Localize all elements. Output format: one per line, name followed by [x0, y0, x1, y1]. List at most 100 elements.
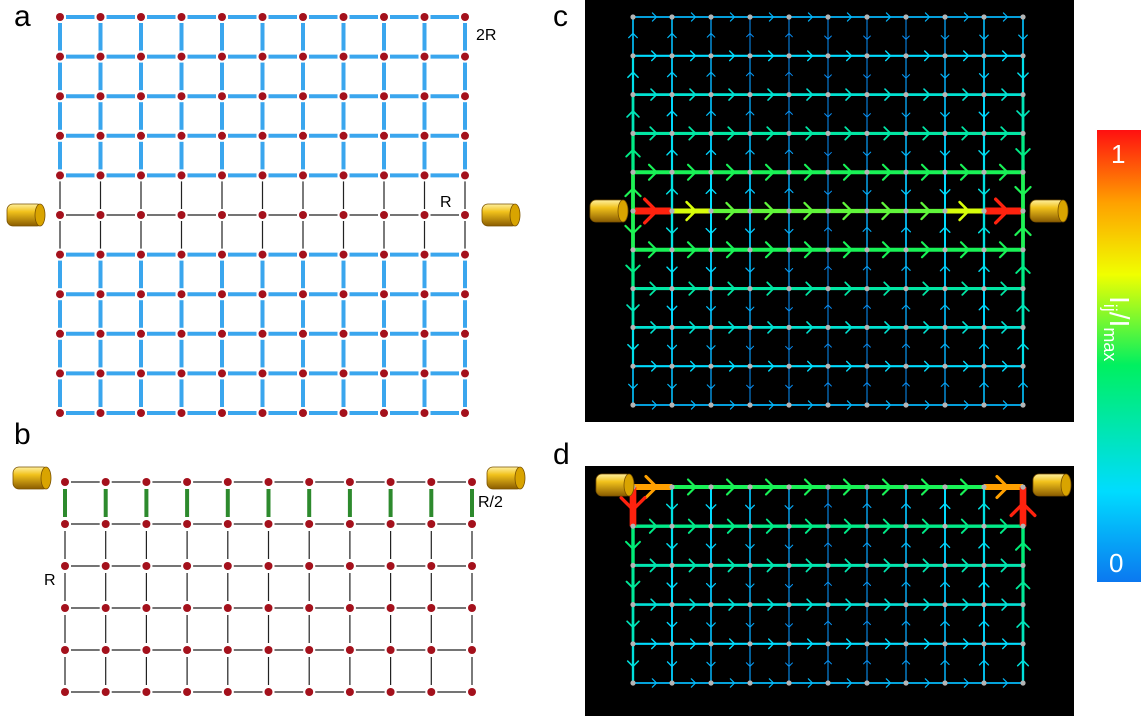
- current-arrow: [901, 541, 911, 548]
- electrodes: [6, 199, 1072, 497]
- current-arrow: [939, 541, 951, 549]
- node: [747, 14, 753, 20]
- node: [825, 92, 831, 98]
- current-arrow: [746, 32, 754, 38]
- current-arrow: [807, 678, 814, 688]
- current-arrow: [686, 241, 698, 259]
- current-arrow: [768, 678, 775, 688]
- node: [669, 14, 675, 20]
- current-arrow: [1002, 50, 1009, 62]
- current-arrow: [824, 35, 832, 41]
- current-arrow: [729, 360, 736, 372]
- current-arrow: [725, 478, 737, 496]
- current-arrow: [977, 226, 991, 234]
- node: [825, 562, 831, 569]
- node: [981, 363, 987, 369]
- node: [864, 324, 870, 330]
- node: [630, 523, 636, 529]
- node: [299, 131, 307, 140]
- node: [630, 247, 636, 253]
- node: [981, 169, 987, 175]
- current-arrow: [628, 383, 638, 390]
- node: [1020, 208, 1026, 214]
- node: [864, 53, 870, 59]
- current-arrow: [923, 88, 931, 101]
- node: [981, 324, 987, 330]
- node: [183, 562, 192, 570]
- node: [1020, 484, 1026, 490]
- node: [305, 646, 314, 654]
- node: [101, 688, 110, 696]
- current-arrow: [922, 281, 931, 296]
- panel-label-c: c: [553, 0, 568, 33]
- node: [1020, 53, 1026, 59]
- node: [864, 208, 870, 214]
- node: [903, 363, 909, 369]
- node: [305, 562, 314, 570]
- current-arrow: [745, 662, 755, 668]
- node: [380, 13, 388, 21]
- current-arrow: [978, 150, 990, 157]
- node: [669, 602, 675, 608]
- current-arrow: [881, 163, 893, 181]
- current-arrow: [999, 518, 1009, 534]
- node: [177, 369, 186, 378]
- current-arrow: [745, 504, 755, 511]
- node: [339, 290, 348, 299]
- node: [142, 646, 151, 654]
- current-arrow: [963, 50, 970, 62]
- current-arrow: [824, 581, 832, 586]
- node: [630, 324, 636, 330]
- current-arrow: [842, 241, 854, 259]
- electrode: [1032, 473, 1072, 497]
- node: [305, 520, 314, 528]
- node: [96, 171, 105, 180]
- current-arrow: [807, 12, 814, 22]
- node: [305, 604, 314, 612]
- current-arrow: [728, 321, 736, 334]
- colorbar-title: Iij/Imax: [1100, 296, 1135, 361]
- node: [223, 562, 232, 570]
- node: [339, 369, 348, 378]
- current-arrow: [1016, 303, 1030, 312]
- current-arrow: [785, 307, 793, 312]
- current-arrow: [939, 265, 951, 272]
- node: [142, 562, 151, 570]
- node: [258, 329, 267, 338]
- current-arrow: [844, 558, 853, 573]
- current-arrow: [648, 518, 658, 534]
- current-arrow: [803, 163, 815, 181]
- current-arrow: [745, 583, 755, 589]
- current-arrow: [824, 502, 832, 508]
- current-arrow: [1017, 342, 1029, 350]
- node: [218, 250, 226, 259]
- current-arrow: [785, 384, 793, 390]
- current-arrow: [647, 241, 659, 259]
- current-arrow: [706, 384, 716, 390]
- node: [101, 562, 110, 570]
- node: [461, 369, 469, 378]
- node: [56, 13, 64, 21]
- electrode: [1029, 199, 1069, 223]
- node: [461, 409, 469, 417]
- current-arrow: [706, 661, 716, 668]
- current-arrow: [884, 88, 892, 101]
- node: [903, 602, 909, 608]
- node: [747, 680, 753, 686]
- current-arrow: [924, 360, 931, 372]
- node: [669, 402, 675, 408]
- node: [380, 131, 388, 140]
- node: [461, 329, 469, 338]
- current-arrow: [803, 201, 815, 221]
- node: [981, 680, 987, 686]
- current-arrow: [884, 598, 892, 611]
- current-arrow: [745, 71, 755, 77]
- current-arrow: [940, 342, 950, 349]
- node: [101, 646, 110, 654]
- node: [56, 329, 64, 338]
- node: [786, 208, 792, 214]
- node: [137, 211, 145, 219]
- current-arrow: [729, 12, 736, 22]
- node: [1020, 363, 1026, 369]
